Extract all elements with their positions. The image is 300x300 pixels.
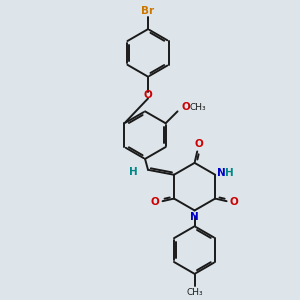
Text: H: H xyxy=(129,167,138,177)
Text: CH₃: CH₃ xyxy=(186,288,203,297)
Text: CH₃: CH₃ xyxy=(189,103,206,112)
Text: O: O xyxy=(194,139,203,149)
Text: O: O xyxy=(144,89,152,100)
Text: N: N xyxy=(190,212,199,222)
Text: O: O xyxy=(230,196,238,206)
Text: H: H xyxy=(225,168,234,178)
Text: O: O xyxy=(151,196,160,206)
Text: Br: Br xyxy=(142,6,154,16)
Text: N: N xyxy=(217,168,226,178)
Text: O: O xyxy=(182,102,190,112)
